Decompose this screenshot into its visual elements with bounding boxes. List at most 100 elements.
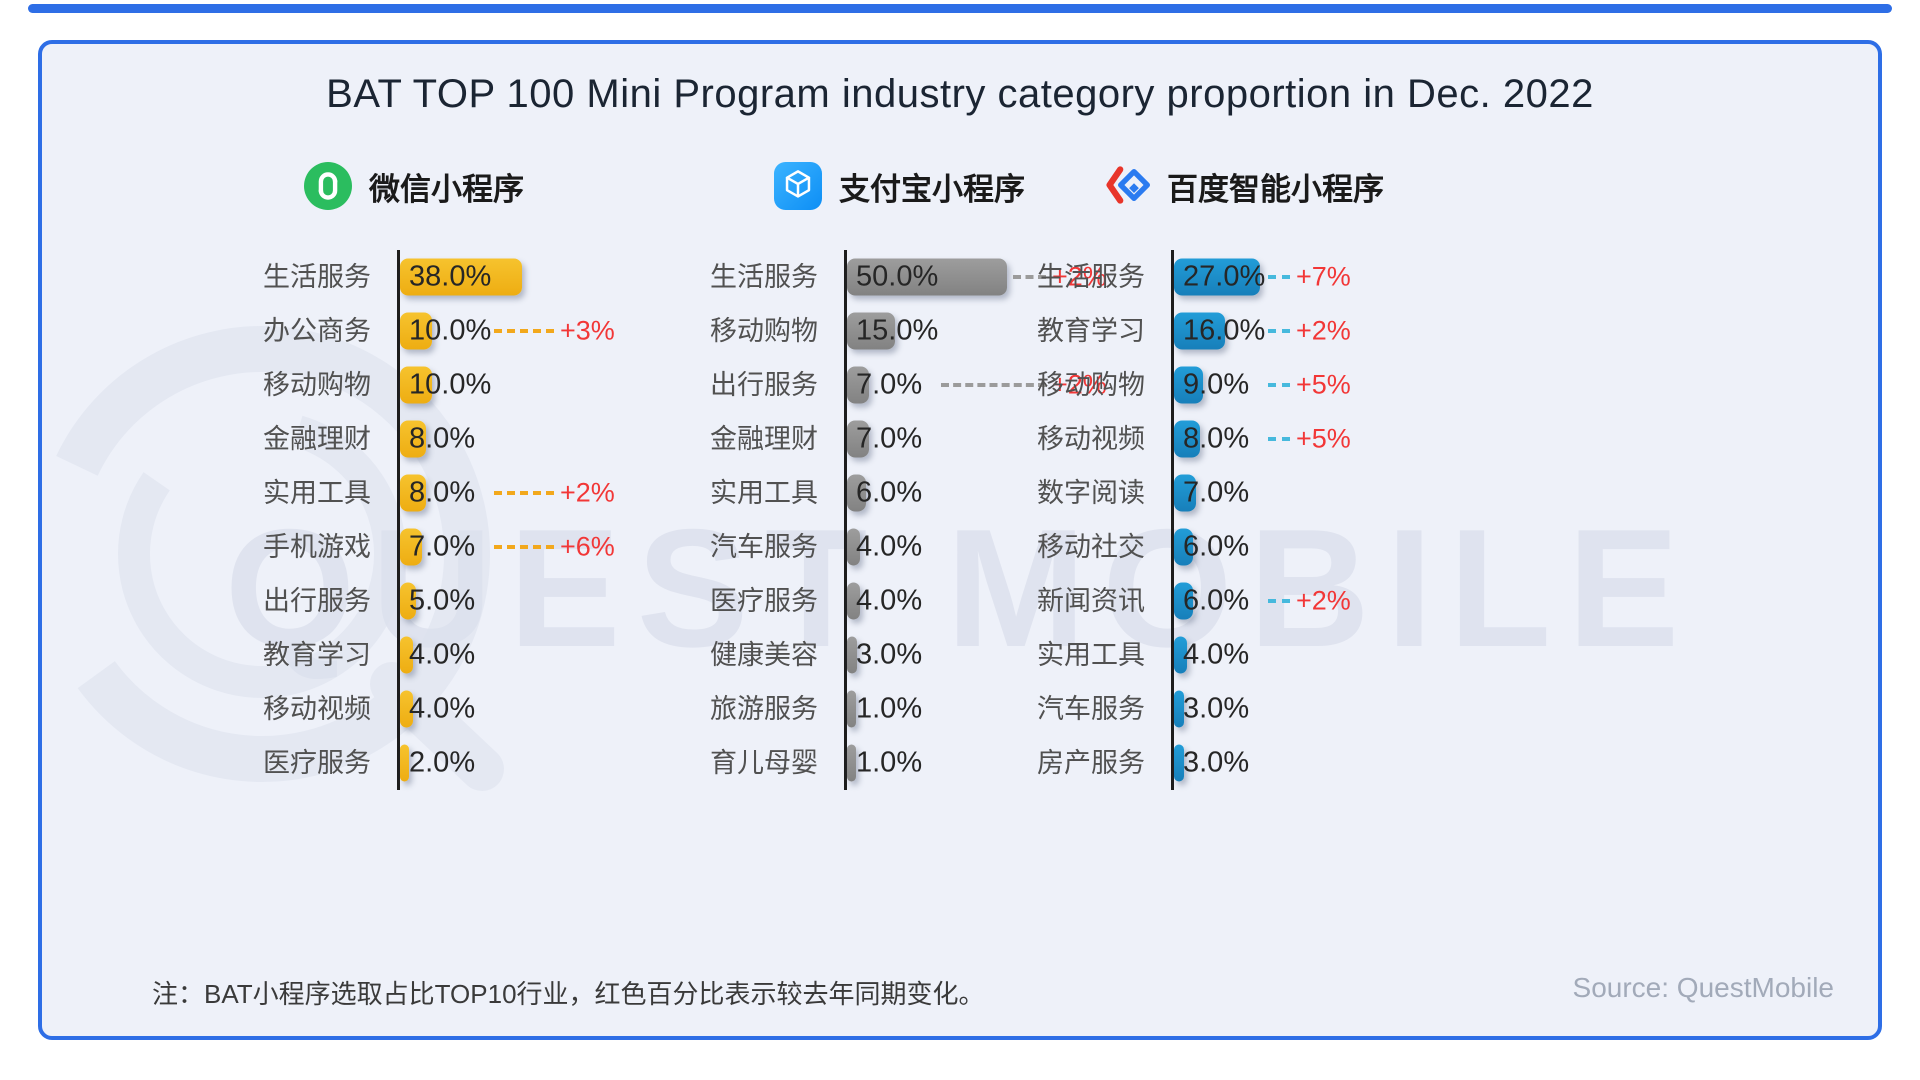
chart-row: 生活服务 50.0% +2% — [684, 250, 1224, 304]
category-label: 教育学习 — [263, 640, 371, 670]
chart-row: 实用工具 8.0% +2% — [237, 466, 797, 520]
category-label: 汽车服务 — [1037, 694, 1145, 724]
value-label: 7.0% — [856, 368, 923, 401]
bar — [1174, 744, 1184, 782]
source-credit: Source: QuestMobile — [1572, 972, 1834, 1003]
chart-row: 教育学习 16.0% +2% — [1011, 304, 1551, 358]
bar — [1174, 312, 1226, 350]
bar — [847, 528, 860, 566]
legend-baidu: 百度智能小程序 — [1102, 162, 1384, 210]
bar-track: 2.0% — [397, 736, 797, 790]
bar — [400, 366, 432, 404]
legend-label-baidu: 百度智能小程序 — [1167, 171, 1384, 207]
category-label: 办公商务 — [263, 316, 371, 346]
category-label: 出行服务 — [710, 370, 818, 400]
value-label: 4.0% — [1183, 638, 1250, 671]
value-label: 4.0% — [409, 692, 476, 725]
bar-track: 8.0% — [397, 412, 797, 466]
chart-row: 汽车服务 4.0% — [684, 520, 1224, 574]
bar-track: 50.0% +2% — [844, 250, 1224, 304]
value-label: 8.0% — [1183, 422, 1250, 455]
category-label: 移动视频 — [263, 694, 371, 724]
chart-row: 移动购物 9.0% +5% — [1011, 358, 1551, 412]
legend-label-alipay: 支付宝小程序 — [839, 171, 1025, 207]
value-label: 7.0% — [1183, 476, 1250, 509]
chart-row: 教育学习 4.0% — [237, 628, 797, 682]
bar — [1174, 636, 1187, 674]
bar-track: 3.0% — [1171, 736, 1551, 790]
change-dash-line — [1268, 599, 1290, 603]
wechat-miniprogram-icon — [304, 162, 352, 210]
value-label: 1.0% — [856, 746, 923, 779]
bar — [1174, 582, 1194, 620]
category-label: 汽车服务 — [710, 532, 818, 562]
baidu-smartprogram-icon — [1102, 162, 1150, 210]
value-label: 3.0% — [856, 638, 923, 671]
change-label: +2% — [1052, 369, 1107, 400]
bar — [400, 690, 413, 728]
bar-track: 8.0% +2% — [397, 466, 797, 520]
category-label: 实用工具 — [1037, 640, 1145, 670]
chart-row: 金融理财 7.0% — [684, 412, 1224, 466]
value-label: 6.0% — [856, 476, 923, 509]
alipay-chart: 生活服务 50.0% +2% 移动购物 15.0% 出行服务 7.0% +2% 金融理财 7.0%… — [684, 250, 1224, 790]
wechat-chart: 生活服务 38.0% 办公商务 10.0% +3% 移动购物 10.0% 金融理财 8.0% 实用… — [237, 250, 797, 790]
category-label: 数字阅读 — [1037, 478, 1145, 508]
bar — [847, 636, 857, 674]
category-label: 生活服务 — [1037, 262, 1145, 292]
bar-track: 38.0% — [397, 250, 797, 304]
alipay-miniprogram-icon — [774, 162, 822, 210]
change-label: +2% — [560, 477, 615, 508]
bar — [847, 420, 870, 458]
category-label: 生活服务 — [710, 262, 818, 292]
change-dash-line — [494, 491, 554, 495]
change-label: +3% — [560, 315, 615, 346]
chart-row: 医疗服务 4.0% — [684, 574, 1224, 628]
bar — [400, 582, 416, 620]
category-label: 移动购物 — [710, 316, 818, 346]
chart-row: 移动社交 6.0% — [1011, 520, 1551, 574]
legend-label-wechat: 微信小程序 — [369, 171, 524, 207]
value-label: 16.0% — [1183, 314, 1266, 347]
bar — [1174, 474, 1197, 512]
category-label: 健康美容 — [710, 640, 818, 670]
bar-track: 5.0% — [397, 574, 797, 628]
change-dash-line — [494, 329, 554, 333]
legend-wechat: 微信小程序 — [304, 162, 524, 210]
chart-row: 新闻资讯 6.0% +2% — [1011, 574, 1551, 628]
category-label: 生活服务 — [263, 262, 371, 292]
change-label: +5% — [1296, 423, 1351, 454]
bar — [847, 690, 856, 728]
bar-track: 9.0% +5% — [1171, 358, 1551, 412]
footnote: 注：BAT小程序选取占比TOP10行业，红色百分比表示较去年同期变化。 — [152, 979, 985, 1009]
category-label: 医疗服务 — [263, 748, 371, 778]
bar-track: 4.0% — [397, 628, 797, 682]
chart-row: 移动视频 4.0% — [237, 682, 797, 736]
value-label: 6.0% — [1183, 530, 1250, 563]
chart-row: 移动购物 15.0% — [684, 304, 1224, 358]
chart-row: 医疗服务 2.0% — [237, 736, 797, 790]
bar — [1174, 420, 1200, 458]
value-label: 6.0% — [1183, 584, 1250, 617]
bar-track: 10.0% +3% — [397, 304, 797, 358]
value-label: 4.0% — [409, 638, 476, 671]
chart-row: 手机游戏 7.0% +6% — [237, 520, 797, 574]
category-label: 育儿母婴 — [710, 748, 818, 778]
bar-track: 7.0% +6% — [397, 520, 797, 574]
value-label: 15.0% — [856, 314, 939, 347]
bar — [400, 258, 522, 296]
bar — [847, 474, 867, 512]
bar-track: 6.0% — [844, 466, 1224, 520]
chart-row: 实用工具 4.0% — [1011, 628, 1551, 682]
bar-track: 27.0% +7% — [1171, 250, 1551, 304]
bar — [1174, 366, 1203, 404]
value-label: 38.0% — [409, 260, 492, 293]
chart-row: 生活服务 38.0% — [237, 250, 797, 304]
bar-track: 10.0% — [397, 358, 797, 412]
value-label: 27.0% — [1183, 260, 1266, 293]
bar-track: 7.0% +2% — [844, 358, 1224, 412]
legend-alipay: 支付宝小程序 — [774, 162, 1025, 210]
change-dash-line — [494, 545, 554, 549]
category-label: 移动视频 — [1037, 424, 1145, 454]
baidu-chart: 生活服务 27.0% +7% 教育学习 16.0% +2% 移动购物 9.0% +5% 移动视频 8… — [1011, 250, 1551, 790]
